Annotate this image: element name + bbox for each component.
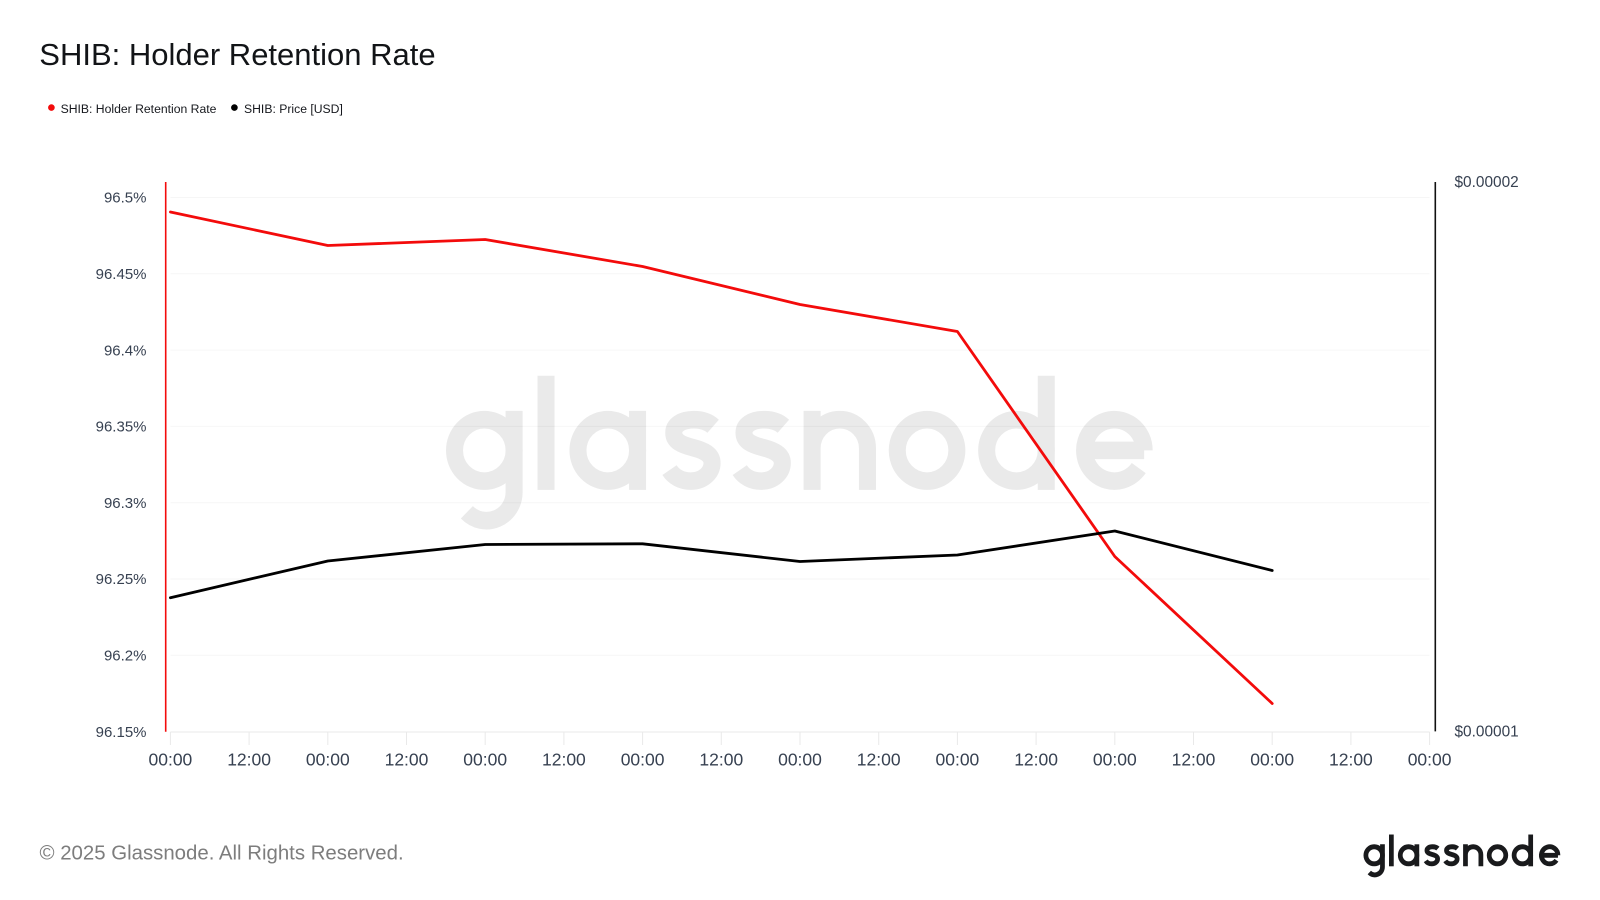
svg-text:00:00: 00:00 <box>306 749 350 769</box>
svg-text:00:00: 00:00 <box>778 749 822 769</box>
svg-text:00:00: 00:00 <box>1093 749 1137 769</box>
svg-text:96.2%: 96.2% <box>104 648 147 665</box>
svg-text:96.45%: 96.45% <box>96 266 147 283</box>
svg-text:12:00: 12:00 <box>227 749 271 769</box>
svg-text:96.35%: 96.35% <box>96 419 147 436</box>
svg-text:$0.00001: $0.00001 <box>1455 723 1519 740</box>
svg-text:00:00: 00:00 <box>463 749 507 769</box>
svg-text:SHIB: Holder Retention Rate: SHIB: Holder Retention Rate <box>39 37 435 72</box>
svg-text:12:00: 12:00 <box>857 749 901 769</box>
svg-text:96.25%: 96.25% <box>96 571 147 588</box>
svg-text:00:00: 00:00 <box>936 749 980 769</box>
svg-text:12:00: 12:00 <box>699 749 743 769</box>
svg-text:00:00: 00:00 <box>149 749 193 769</box>
svg-text:$0.00002: $0.00002 <box>1455 174 1519 191</box>
svg-text:96.5%: 96.5% <box>104 190 147 207</box>
svg-text:00:00: 00:00 <box>1250 749 1294 769</box>
svg-text:SHIB: Price [USD]: SHIB: Price [USD] <box>244 102 343 116</box>
svg-text:12:00: 12:00 <box>1014 749 1058 769</box>
svg-text:00:00: 00:00 <box>1408 749 1452 769</box>
svg-text:00:00: 00:00 <box>621 749 665 769</box>
svg-text:12:00: 12:00 <box>1329 749 1373 769</box>
svg-text:96.15%: 96.15% <box>96 724 147 741</box>
svg-text:96.3%: 96.3% <box>104 495 147 512</box>
svg-text:96.4%: 96.4% <box>104 342 147 359</box>
svg-text:© 2025 Glassnode. All Rights R: © 2025 Glassnode. All Rights Reserved. <box>40 843 404 865</box>
svg-text:SHIB: Holder Retention Rate: SHIB: Holder Retention Rate <box>61 102 217 116</box>
svg-text:12:00: 12:00 <box>542 749 586 769</box>
svg-text:12:00: 12:00 <box>385 749 429 769</box>
svg-text:12:00: 12:00 <box>1172 749 1216 769</box>
